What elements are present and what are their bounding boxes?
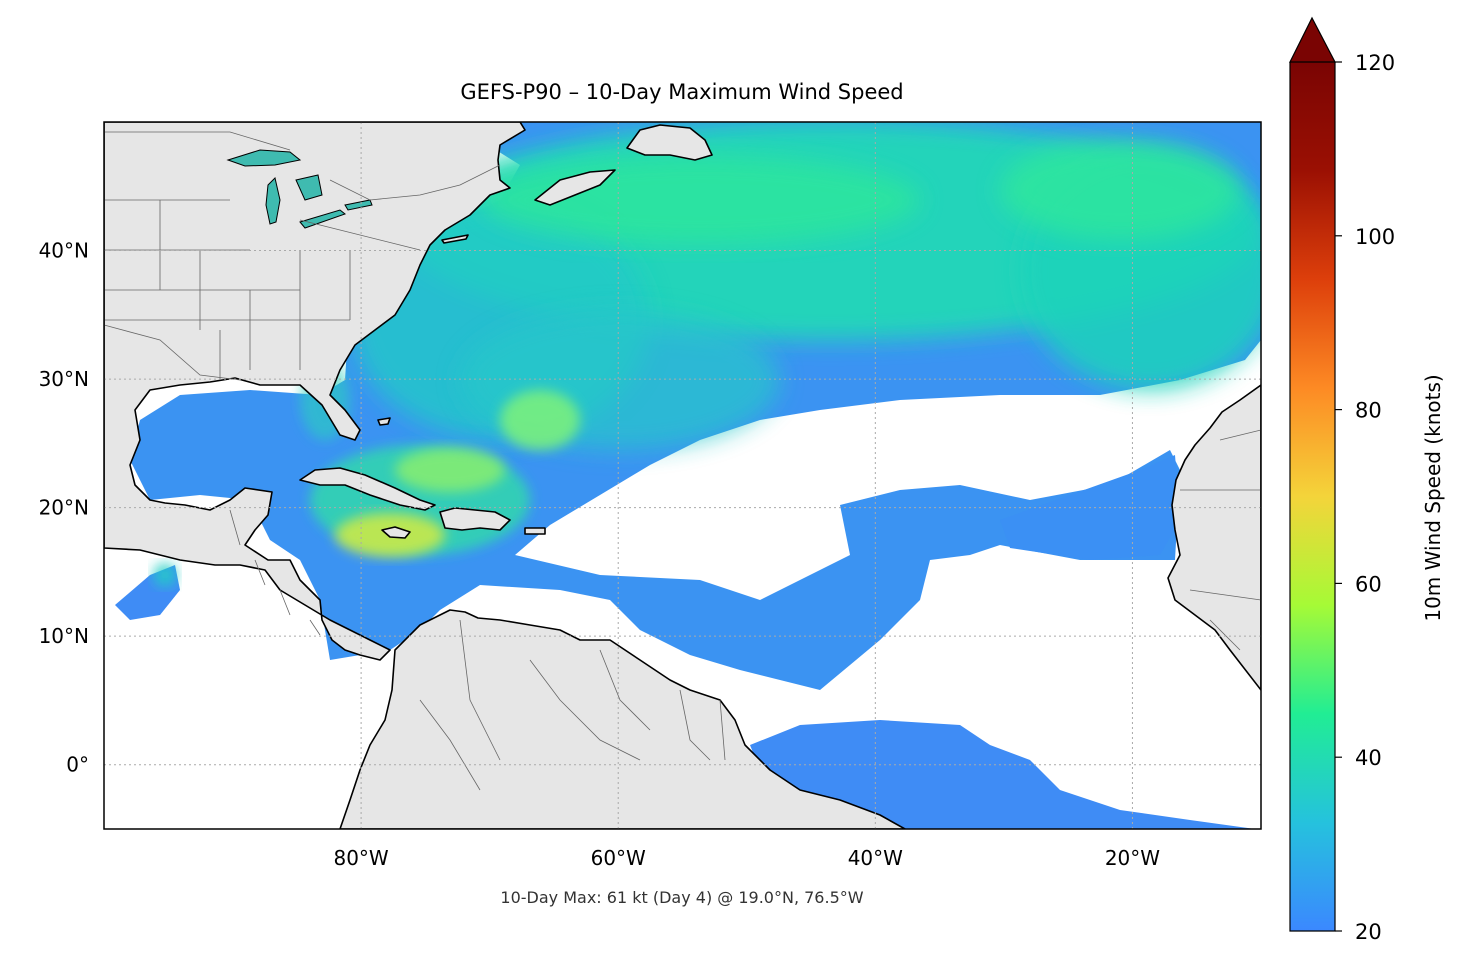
border-us-canada [104, 131, 501, 201]
colorbar-tick-label: 80 [1355, 399, 1382, 423]
border-south-america [419, 619, 726, 791]
lake-erie [299, 209, 347, 229]
y-tick-label: 0° [66, 753, 89, 777]
x-tick-labels: 80°W 60°W 40°W 20°W [333, 846, 1160, 870]
wind-field-green-27n [500, 390, 580, 450]
lake-ontario [344, 199, 373, 211]
colorbar-tick-label: 120 [1355, 51, 1395, 75]
land-south-america [339, 609, 906, 829]
border-mexico [104, 324, 241, 381]
y-tick-labels: 40°N 30°N 20°N 10°N 0° [39, 239, 89, 777]
y-tick-label: 20°N [39, 496, 89, 520]
land-north-america [104, 122, 526, 661]
wind-field-south [750, 720, 1255, 829]
y-tick-label: 10°N [39, 624, 89, 648]
colorbar: 20 40 60 80 100 120 10m Wind Speed (knots) [1289, 16, 1445, 944]
map-frame [103, 121, 1262, 830]
wind-field-green-east [1000, 140, 1240, 240]
colorbar-tick-label: 20 [1355, 920, 1382, 944]
border-us-states [104, 199, 421, 380]
border-central-america [229, 509, 321, 636]
x-tick-label: 40°W [848, 846, 903, 870]
colorbar-label: 10m Wind Speed (knots) [1421, 374, 1445, 621]
wind-field-teal-pacific [153, 563, 177, 587]
land-layer [104, 122, 1261, 829]
land-cuba [299, 467, 436, 511]
colorbar-outline [1289, 62, 1336, 932]
x-tick-label: 20°W [1105, 846, 1160, 870]
x-tick-label: 60°W [591, 846, 646, 870]
land-puerto-rico [524, 527, 546, 535]
lake-michigan [265, 177, 281, 225]
great-lakes [226, 149, 373, 229]
x-tick-label: 80°W [333, 846, 388, 870]
political-borders [104, 131, 1261, 791]
land-newfoundland [626, 124, 713, 161]
border-africa [1180, 429, 1261, 651]
land-bahamas-andros [377, 417, 391, 426]
colorbar-tick-label: 40 [1355, 746, 1382, 770]
colorbar-extend-arrow [1289, 16, 1336, 63]
lake-huron [295, 174, 323, 201]
y-tick-label: 40°N [39, 239, 89, 263]
map-area [104, 122, 1261, 829]
max-wind-note: 10-Day Max: 61 kt (Day 4) @ 19.0°N, 76.5… [500, 888, 863, 907]
colorbar-ticks: 20 40 60 80 100 120 [1335, 51, 1395, 944]
map-title: GEFS-P90 – 10-Day Maximum Wind Speed [460, 80, 903, 104]
wind-speed-field [115, 122, 1261, 829]
land-long-island [441, 234, 469, 244]
wind-field-green-caribbean [395, 448, 505, 492]
land-nova-scotia [534, 169, 616, 206]
colorbar-body [1290, 62, 1335, 931]
colorbar-tick-label: 100 [1355, 225, 1395, 249]
land-hispaniola [439, 507, 511, 531]
colorbar-tick-label: 60 [1355, 572, 1382, 596]
land-jamaica [381, 526, 411, 539]
y-tick-label: 30°N [39, 367, 89, 391]
lake-superior [226, 149, 302, 167]
